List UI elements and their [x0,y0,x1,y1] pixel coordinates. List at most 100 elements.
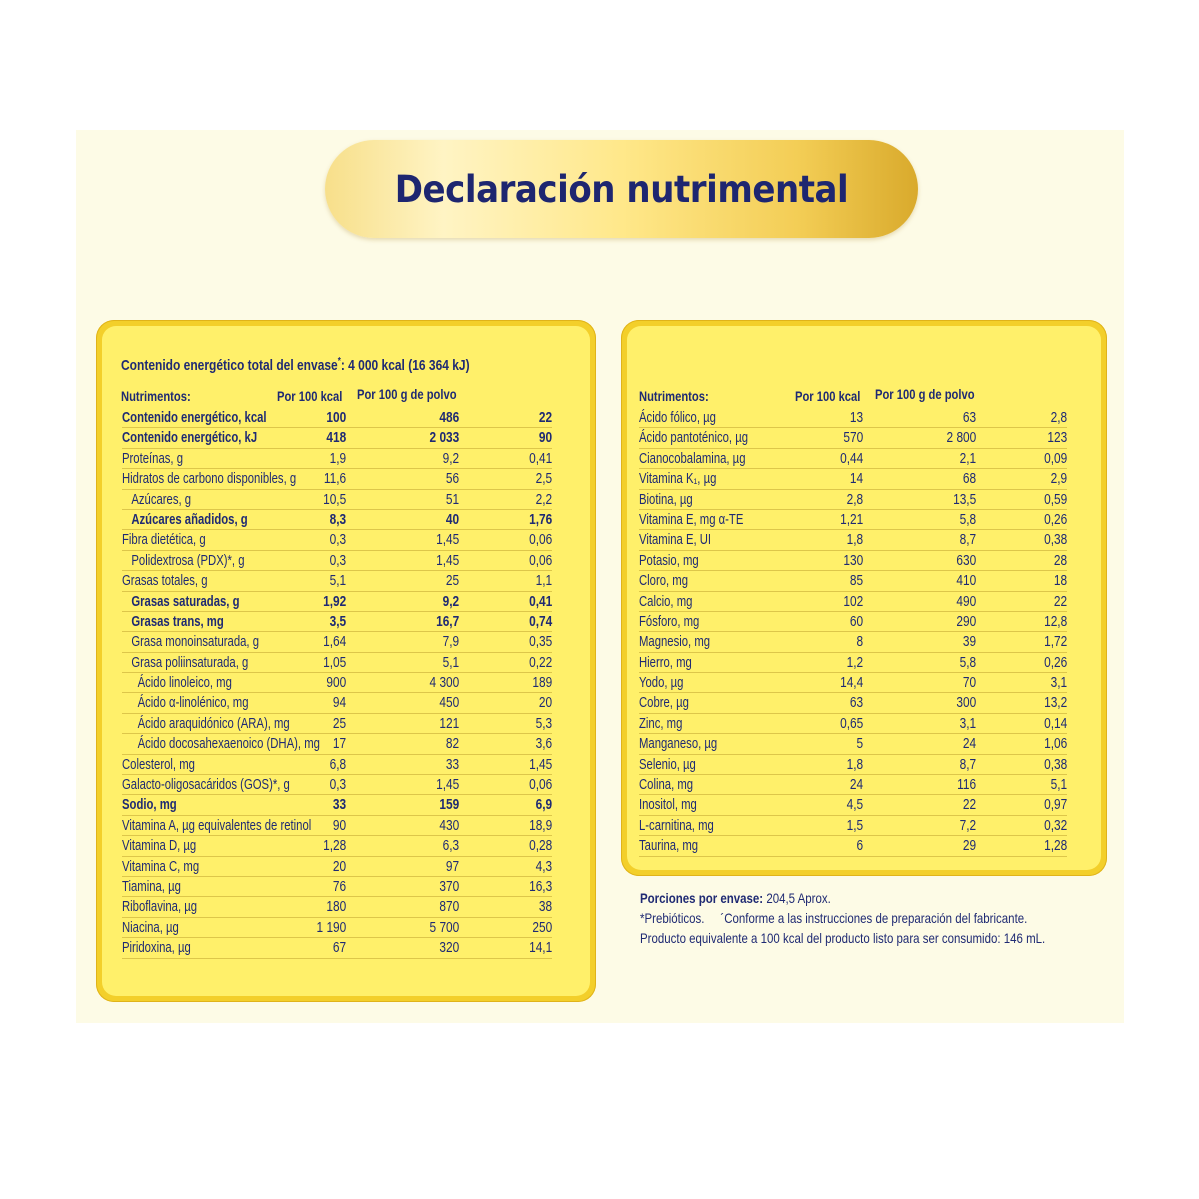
value-v1: 6 [856,838,863,855]
left-header-col2: Por 100 g de polvo [357,386,457,402]
value-v1: 1,05 [322,654,346,671]
value-v2: 33 [445,756,459,773]
table-row: Inositol, mg 4,5 22 0,97 [639,795,1067,816]
value-v1: 1,92 [322,593,346,610]
value-v3: 90 [538,430,552,447]
value-v2: 22 [962,797,976,814]
value-v3: 1,1 [535,573,552,590]
value-v3: 0,06 [528,532,552,549]
nutrient-name: Vitamina E, mg α-TE [639,511,744,528]
right-header-name: Nutrimentos: [639,388,709,404]
nutrient-name: Sodio, mg [122,797,177,814]
table-row: Grasas saturadas, g 1,92 9,2 0,41 [122,592,552,612]
value-v1: 1,64 [322,634,346,651]
table-row: Riboflavina, µg 180 870 38 [122,897,552,918]
nutrient-name: Contenido energético, kJ [122,430,258,447]
table-row: Ácido α-linolénico, mg 94 450 20 [122,693,552,714]
nutrient-name: Vitamina K₁, µg [639,471,717,488]
nutrient-name: Azúcares, g [131,491,192,508]
value-v3: 6,9 [535,797,552,814]
table-row: Vitamina K₁, µg 14 68 2,9 [639,469,1067,490]
value-v2: 16,7 [435,613,459,630]
value-v3: 0,41 [528,450,552,467]
value-v3: 5,1 [1050,777,1067,794]
value-v1: 1 190 [316,919,346,936]
value-v3: 0,35 [528,634,552,651]
nutrient-name: Calcio, mg [639,593,693,610]
value-v2: 370 [439,878,459,895]
value-v1: 1,5 [846,817,863,834]
value-v3: 5,3 [535,715,552,732]
table-row: Azúcares, g 10,5 51 2,2 [122,490,552,510]
value-v2: 8,7 [959,756,976,773]
value-v3: 12,8 [1043,613,1067,630]
value-v3: 2,9 [1050,471,1067,488]
value-v1: 130 [843,552,863,569]
energy-total-line: Contenido energético total del envase*: … [121,356,470,374]
value-v2: 410 [956,573,976,590]
table-row: Grasa monoinsaturada, g 1,64 7,9 0,35 [122,632,552,653]
table-row: Cianocobalamina, µg 0,44 2,1 0,09 [639,449,1067,470]
value-v1: 63 [849,695,863,712]
value-v2: 2,1 [959,450,976,467]
value-v2: 3,1 [959,715,976,732]
table-row: Contenido energético, kJ 418 2 033 90 [122,428,552,449]
nutrient-name: Potasio, mg [639,552,699,569]
table-row: Vitamina D, µg 1,28 6,3 0,28 [122,836,552,857]
value-v2: 97 [445,858,459,875]
value-v2: 159 [439,797,459,814]
value-v3: 1,45 [528,756,552,773]
value-v1: 94 [332,695,346,712]
value-v2: 290 [956,613,976,630]
value-v2: 7,2 [959,817,976,834]
value-v2: 51 [445,491,459,508]
table-row: Ácido araquidónico (ARA), mg 25 121 5,3 [122,714,552,735]
nutrient-name: Ácido α-linolénico, mg [137,695,249,712]
left-nutrient-table: Contenido energético, kcal 100 486 22 Conten… [122,408,552,959]
table-row: Manganeso, µg 5 24 1,06 [639,734,1067,755]
value-v1: 90 [332,817,346,834]
table-row: Hierro, mg 1,2 5,8 0,26 [639,653,1067,674]
value-v2: 320 [439,940,459,957]
value-v2: 5,8 [959,654,976,671]
nutrient-name: Hidratos de carbono disponibles, g [122,471,297,488]
value-v2: 29 [962,838,976,855]
title-banner: Declaración nutrimental [325,140,918,238]
value-v1: 900 [326,675,346,692]
value-v1: 1,2 [846,654,863,671]
nutrient-name: Yodo, µg [639,675,684,692]
nutrient-name: Cobre, µg [639,695,689,712]
table-row: Colina, mg 24 116 5,1 [639,775,1067,796]
value-v2: 300 [956,695,976,712]
value-v2: 39 [962,634,976,651]
table-row: Proteínas, g 1,9 9,2 0,41 [122,449,552,470]
value-v1: 8 [856,634,863,651]
nutrient-name: Colesterol, mg [122,756,195,773]
value-v1: 180 [326,899,346,916]
portions-value: 204,5 Aprox. [766,890,831,906]
value-v3: 1,72 [1043,634,1067,651]
nutrient-name: Zinc, mg [639,715,683,732]
value-v3: 250 [532,919,552,936]
value-v3: 28 [1053,552,1067,569]
left-nutrition-panel [96,320,596,1002]
value-v2: 24 [962,736,976,753]
value-v1: 418 [326,430,346,447]
value-v2: 450 [439,695,459,712]
table-row: Cobre, µg 63 300 13,2 [639,693,1067,714]
value-v2: 82 [445,736,459,753]
table-row: Fósforo, mg 60 290 12,8 [639,612,1067,633]
value-v3: 189 [532,675,552,692]
value-v2: 490 [956,593,976,610]
table-row: Azúcares añadidos, g 8,3 40 1,76 [122,510,552,531]
value-v1: 24 [849,777,863,794]
energy-total-label: Contenido energético total del envase [121,357,338,374]
nutrient-name: Biotina, µg [639,491,693,508]
nutrient-name: Ácido araquidónico (ARA), mg [137,715,290,732]
value-v2: 1,45 [435,532,459,549]
value-v2: 7,9 [442,634,459,651]
value-v3: 0,38 [1043,532,1067,549]
value-v2: 486 [439,410,459,426]
value-v1: 8,3 [329,511,346,528]
value-v2: 6,3 [442,838,459,855]
